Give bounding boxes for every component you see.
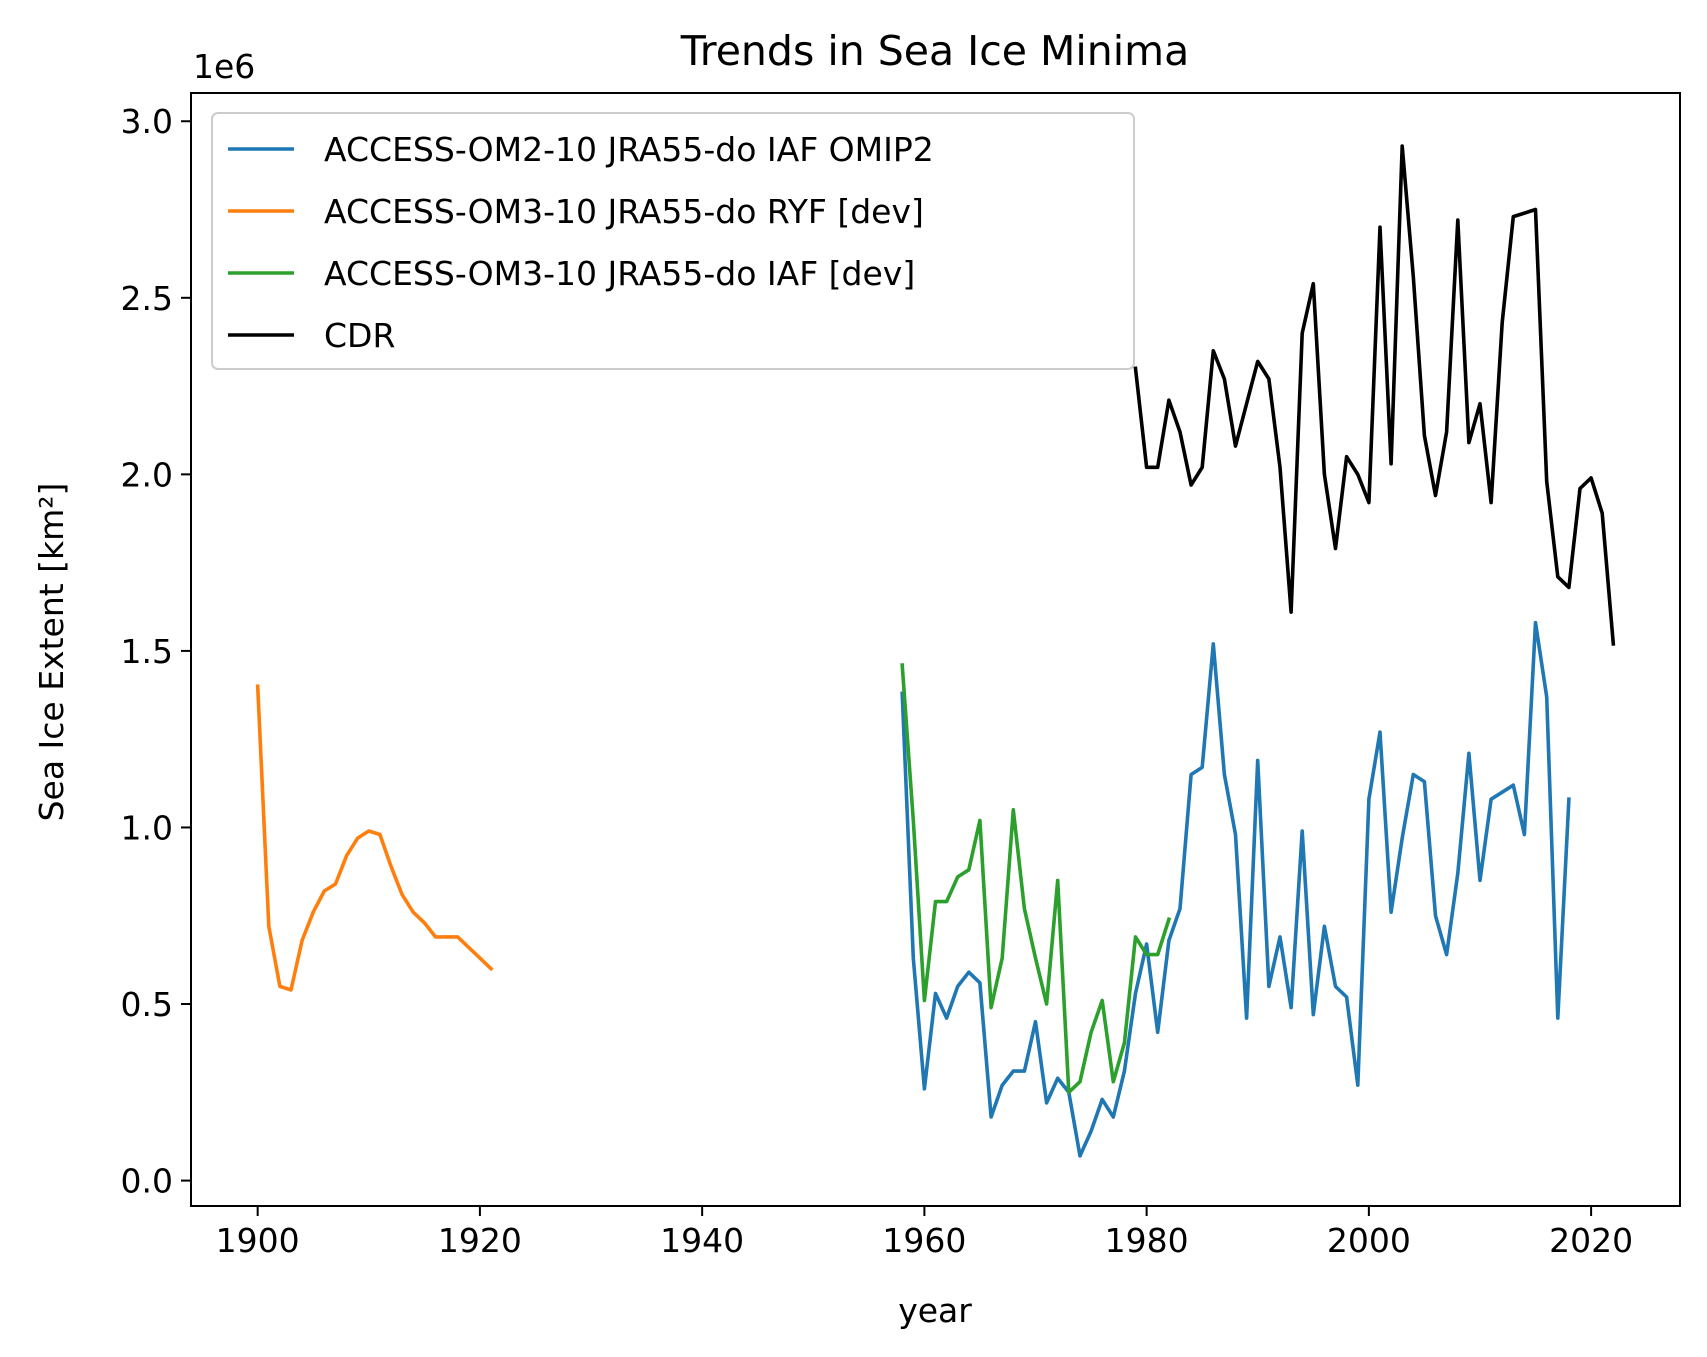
- series-line-1: [255, 684, 494, 992]
- x-tick-label: 1960: [882, 1221, 966, 1260]
- x-tick-label: 2000: [1327, 1221, 1411, 1260]
- y-tick-label: 1.5: [121, 632, 173, 671]
- y-axis-label: Sea Ice Extent [km²]: [32, 483, 71, 822]
- x-axis-label: year: [898, 1291, 972, 1330]
- legend: ACCESS-OM2-10 JRA55-do IAF OMIP2 ACCESS-O…: [211, 112, 1135, 370]
- plot-frame: [190, 92, 1681, 1207]
- x-tick-label: 1940: [660, 1221, 744, 1260]
- y-axis-offset-label: 1e6: [193, 47, 255, 86]
- chart-title: Trends in Sea Ice Minima: [680, 27, 1190, 75]
- x-tick-label: 1900: [216, 1221, 300, 1260]
- legend-label: ACCESS-OM2-10 JRA55-do IAF OMIP2: [324, 130, 934, 169]
- x-tick-label: 2020: [1549, 1221, 1633, 1260]
- x-axis-ticks: 1900 1920 1940 1960 1980 2000 2020: [216, 1206, 1633, 1260]
- legend-label: ACCESS-OM3-10 JRA55-do IAF [dev]: [324, 254, 915, 293]
- x-tick-label: 1980: [1105, 1221, 1189, 1260]
- legend-label: CDR: [324, 316, 395, 355]
- y-tick-label: 3.0: [121, 102, 173, 141]
- legend-label: ACCESS-OM3-10 JRA55-do RYF [dev]: [324, 192, 924, 231]
- y-tick-label: 1.0: [121, 808, 173, 847]
- series-lines: [255, 144, 1616, 1158]
- y-tick-label: 0.0: [121, 1162, 173, 1201]
- series-line-0: [900, 620, 1571, 1158]
- legend-frame: [211, 112, 1135, 370]
- x-tick-label: 1920: [438, 1221, 522, 1260]
- series-line-3: [1133, 144, 1616, 646]
- y-tick-label: 2.0: [121, 455, 173, 494]
- y-tick-label: 0.5: [121, 985, 173, 1024]
- y-tick-label: 2.5: [121, 279, 173, 318]
- y-axis-ticks: 0.0 0.5 1.0 1.5 2.0 2.5 3.0: [121, 102, 191, 1201]
- series-line-2: [900, 663, 1172, 1095]
